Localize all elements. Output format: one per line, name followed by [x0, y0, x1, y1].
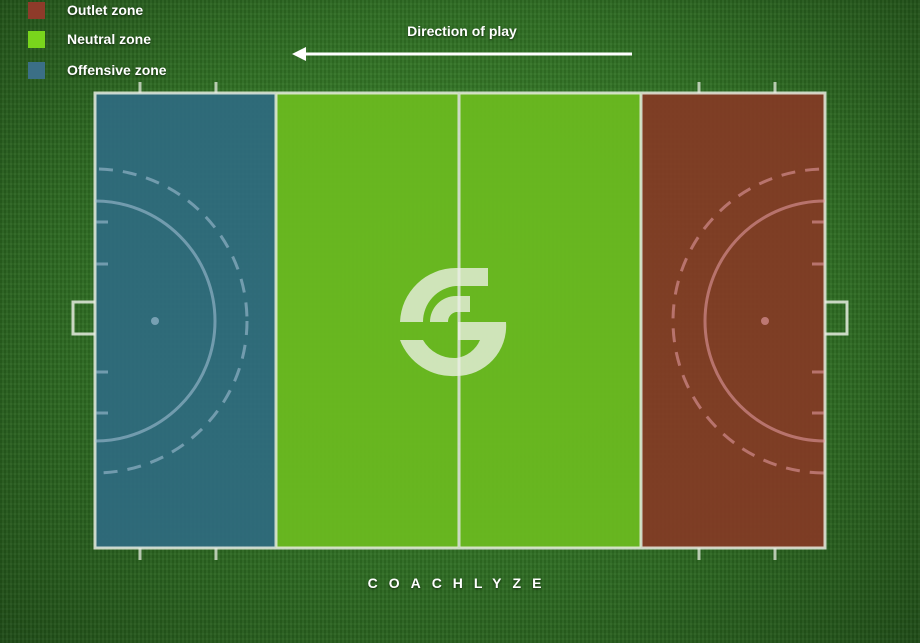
left-circle-ticks — [96, 220, 108, 415]
legend-swatch-neutral — [28, 31, 45, 48]
left-penalty-spot — [151, 317, 159, 325]
outlet-zone — [642, 93, 825, 548]
direction-label: Direction of play — [407, 23, 517, 39]
pitch-lines — [93, 91, 827, 550]
goals — [71, 300, 849, 336]
right-penalty-spot — [761, 317, 769, 325]
legend-label-neutral: Neutral zone — [67, 31, 152, 47]
brand-wordmark: COACHLYZE — [367, 575, 553, 591]
side-ticks — [138, 82, 777, 560]
neutral-zone-right — [460, 93, 641, 548]
right-circle-ticks — [812, 220, 824, 415]
legend-swatch-outlet — [28, 2, 45, 19]
left-shooting-circle — [95, 167, 249, 475]
arrow-left-icon — [292, 47, 632, 61]
neutral-zone-left — [276, 93, 458, 548]
offensive-zone — [95, 93, 275, 548]
legend-swatch-offensive — [28, 62, 45, 79]
coachlyze-logo-icon — [400, 267, 507, 377]
legend-label-offensive: Offensive zone — [67, 62, 167, 78]
right-shooting-circle — [671, 167, 825, 475]
direction-of-play: Direction of play — [292, 22, 632, 62]
legend-label-outlet: Outlet zone — [67, 2, 144, 18]
